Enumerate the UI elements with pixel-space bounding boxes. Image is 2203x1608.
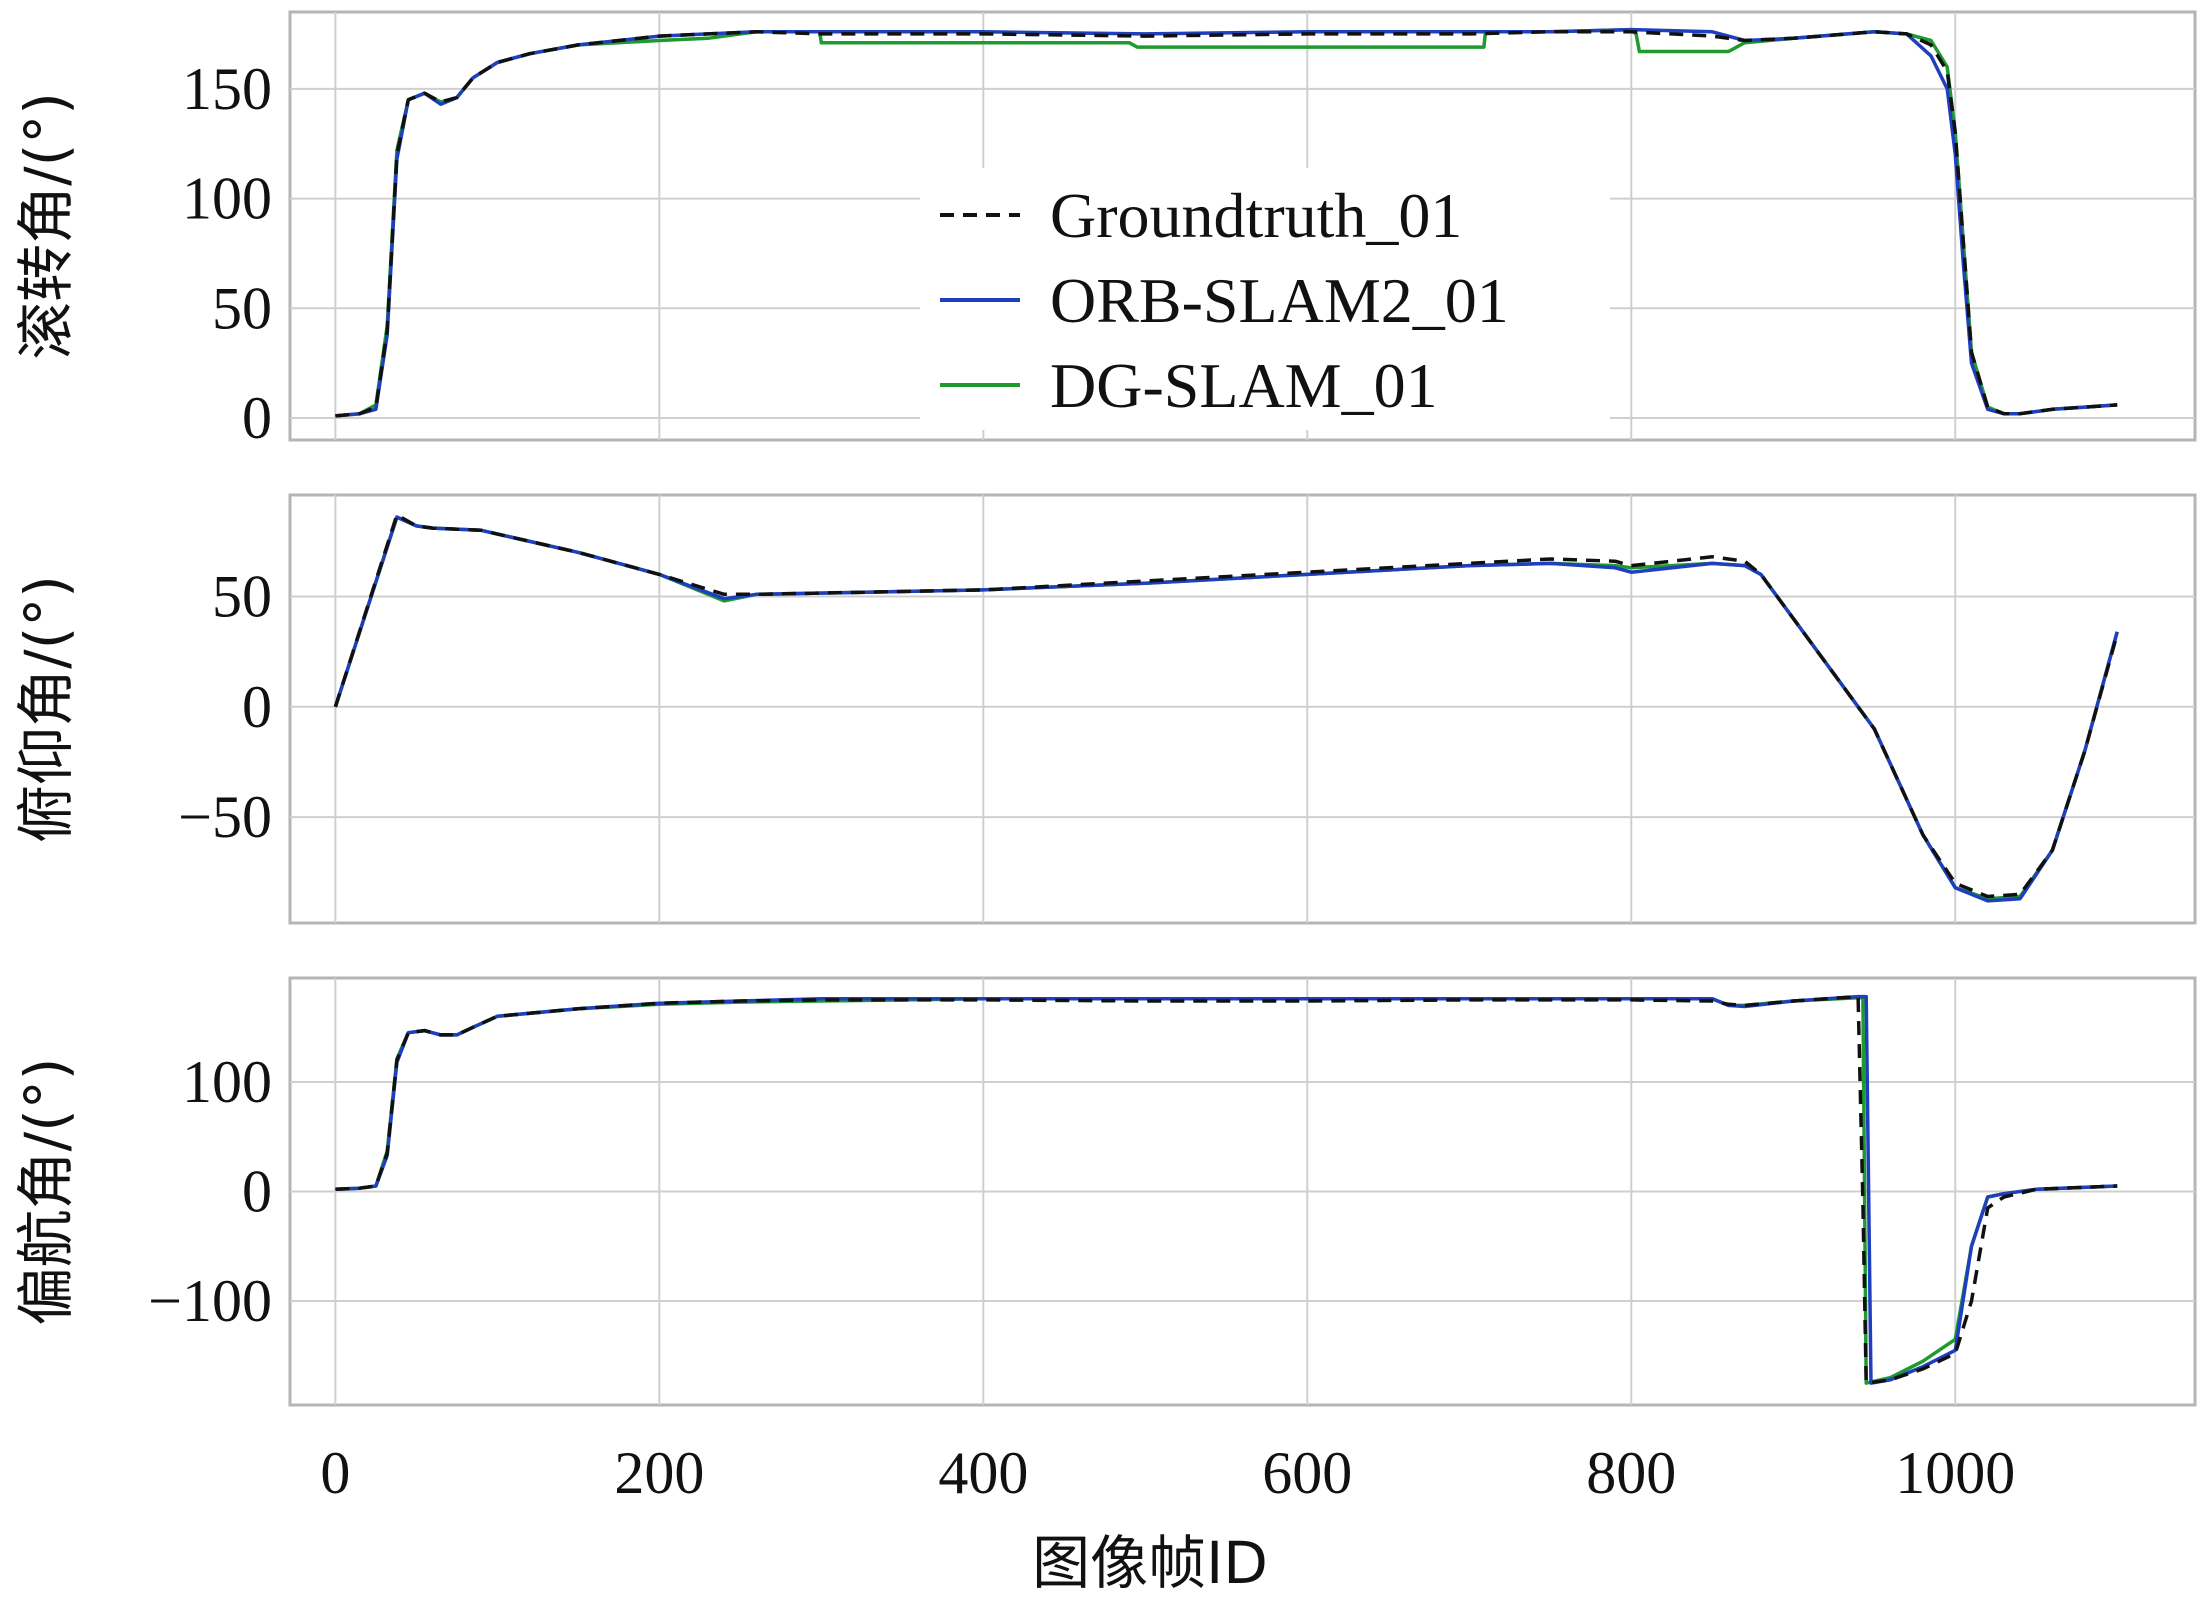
x-tick-label: 400 xyxy=(938,1440,1028,1506)
series-line-orb-slam2-01 xyxy=(333,515,2119,903)
legend-label: Groundtruth_01 xyxy=(1050,180,1462,251)
x-axis-title: 图像帧ID xyxy=(1032,1529,1268,1597)
y-tick-label: 0 xyxy=(242,674,272,740)
series-line-groundtruth-01 xyxy=(335,30,2118,418)
legend-box xyxy=(920,168,1610,430)
plot-frame xyxy=(288,493,2197,925)
y-axis-title: 偏航角/(°) xyxy=(12,1058,80,1326)
x-tick-label: 600 xyxy=(1262,1440,1352,1506)
legend: Groundtruth_01 ORB-SLAM2_01 DG-SLAM_01 xyxy=(920,168,1610,430)
legend-label: DG-SLAM_01 xyxy=(1050,350,1438,421)
x-tick-label: 1000 xyxy=(1895,1440,2015,1506)
y-tick-label: −50 xyxy=(178,784,272,850)
y-tick-label: 150 xyxy=(182,56,272,122)
y-tick-label: 100 xyxy=(182,1049,272,1115)
y-tick-label: 50 xyxy=(212,563,272,629)
x-tick-label: 800 xyxy=(1586,1440,1676,1506)
series-line-groundtruth-01 xyxy=(333,513,2119,899)
x-tick-label: 200 xyxy=(614,1440,704,1506)
legend-label: ORB-SLAM2_01 xyxy=(1050,265,1509,336)
y-tick-label: −100 xyxy=(148,1268,272,1334)
series-line-groundtruth-01 xyxy=(335,994,2118,1385)
y-tick-label: 50 xyxy=(212,275,272,341)
pitch-panel: −50 0 50 俯仰角/(°) xyxy=(12,493,2197,925)
y-tick-label: 0 xyxy=(242,385,272,451)
x-tick-label: 0 xyxy=(320,1440,350,1506)
y-axis-title: 滚转角/(°) xyxy=(12,92,80,360)
y-tick-label: 0 xyxy=(242,1159,272,1225)
y-axis-title: 俯仰角/(°) xyxy=(12,575,80,843)
y-tick-label: 100 xyxy=(182,166,272,232)
